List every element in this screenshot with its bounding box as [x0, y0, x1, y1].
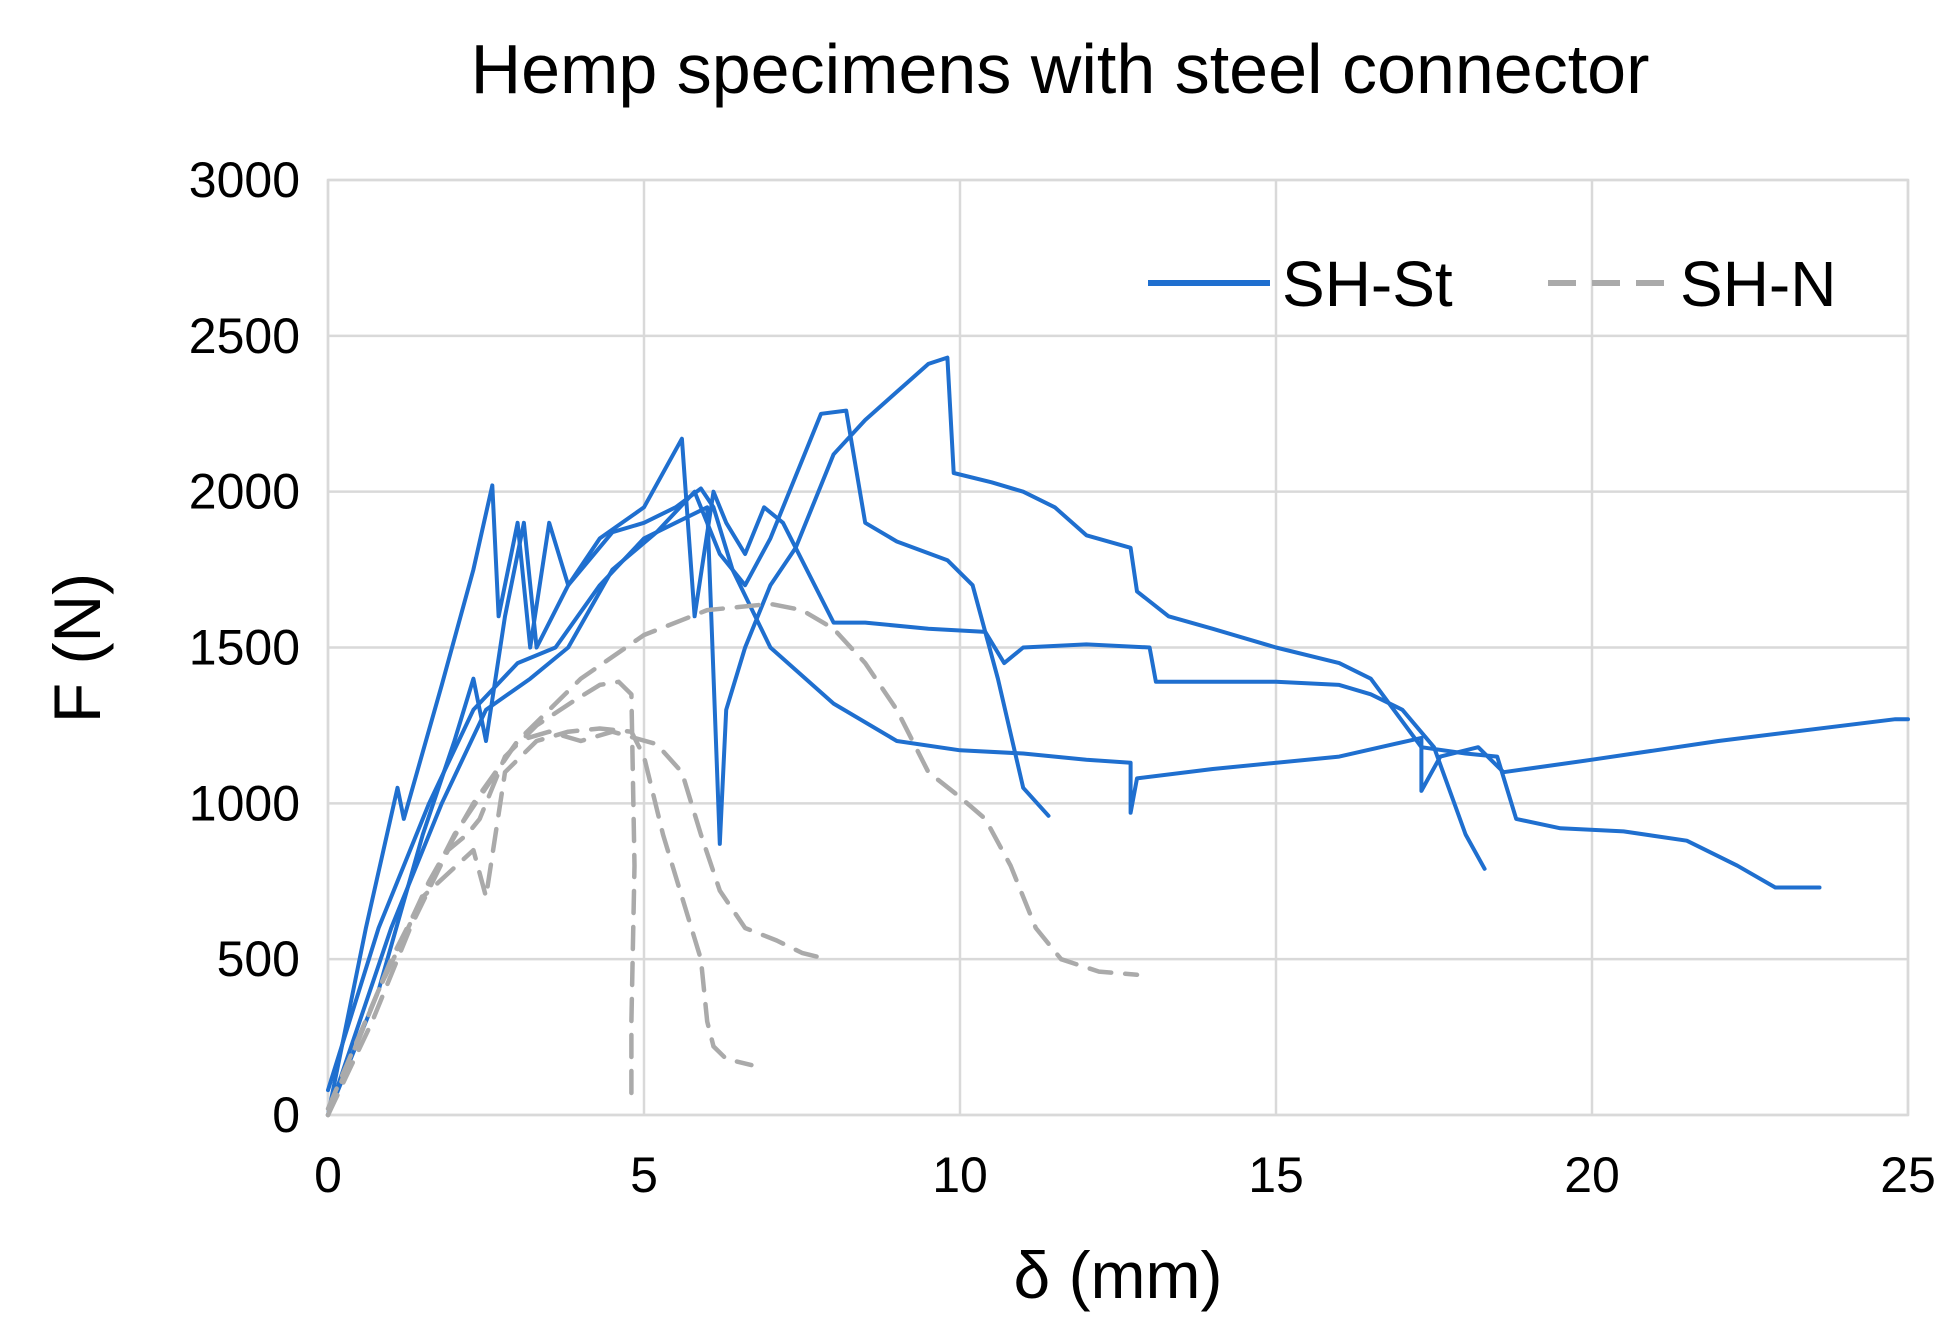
series-line-sh-st-1: [326, 483, 1910, 1117]
plot-area: [326, 178, 1910, 1117]
series-line-sh-st-3: [326, 355, 1822, 1093]
y-tick-label: 1500: [189, 620, 300, 676]
y-axis-ticks: 0 500 1000 1500 2000 2500 3000: [189, 152, 300, 1143]
chart-title: Hemp specimens with steel connector: [471, 30, 1650, 108]
x-axis-label: δ (mm): [1014, 1238, 1223, 1312]
legend-label-sh-n: SH-N: [1680, 248, 1836, 320]
x-tick-label: 5: [630, 1147, 658, 1203]
series-line-sh-n-6: [325, 729, 830, 1118]
x-tick-label: 25: [1880, 1147, 1936, 1203]
x-tick-label: 0: [314, 1147, 342, 1203]
legend: SH-St SH-N: [1148, 248, 1836, 320]
y-tick-label: 1000: [189, 775, 300, 831]
series-line-sh-n-8: [325, 601, 1140, 1118]
y-tick-label: 2500: [189, 308, 300, 364]
series-layer: [325, 355, 1910, 1118]
series-line-sh-st-2: [326, 436, 1487, 1117]
x-tick-label: 20: [1564, 1147, 1620, 1203]
x-tick-label: 15: [1248, 1147, 1304, 1203]
y-tick-label: 0: [272, 1087, 300, 1143]
legend-label-sh-st: SH-St: [1282, 248, 1453, 320]
series-line-sh-n-7: [325, 726, 754, 1112]
series-line-sh-n-5: [325, 679, 644, 1118]
x-axis-ticks: 0 5 10 15 20 25: [314, 1147, 1936, 1203]
y-axis-label: F (N): [40, 573, 114, 723]
x-tick-label: 10: [932, 1147, 988, 1203]
y-tick-label: 3000: [189, 152, 300, 208]
y-tick-label: 2000: [189, 464, 300, 520]
y-tick-label: 500: [217, 931, 300, 987]
series-line-sh-st-4: [326, 408, 1051, 1117]
